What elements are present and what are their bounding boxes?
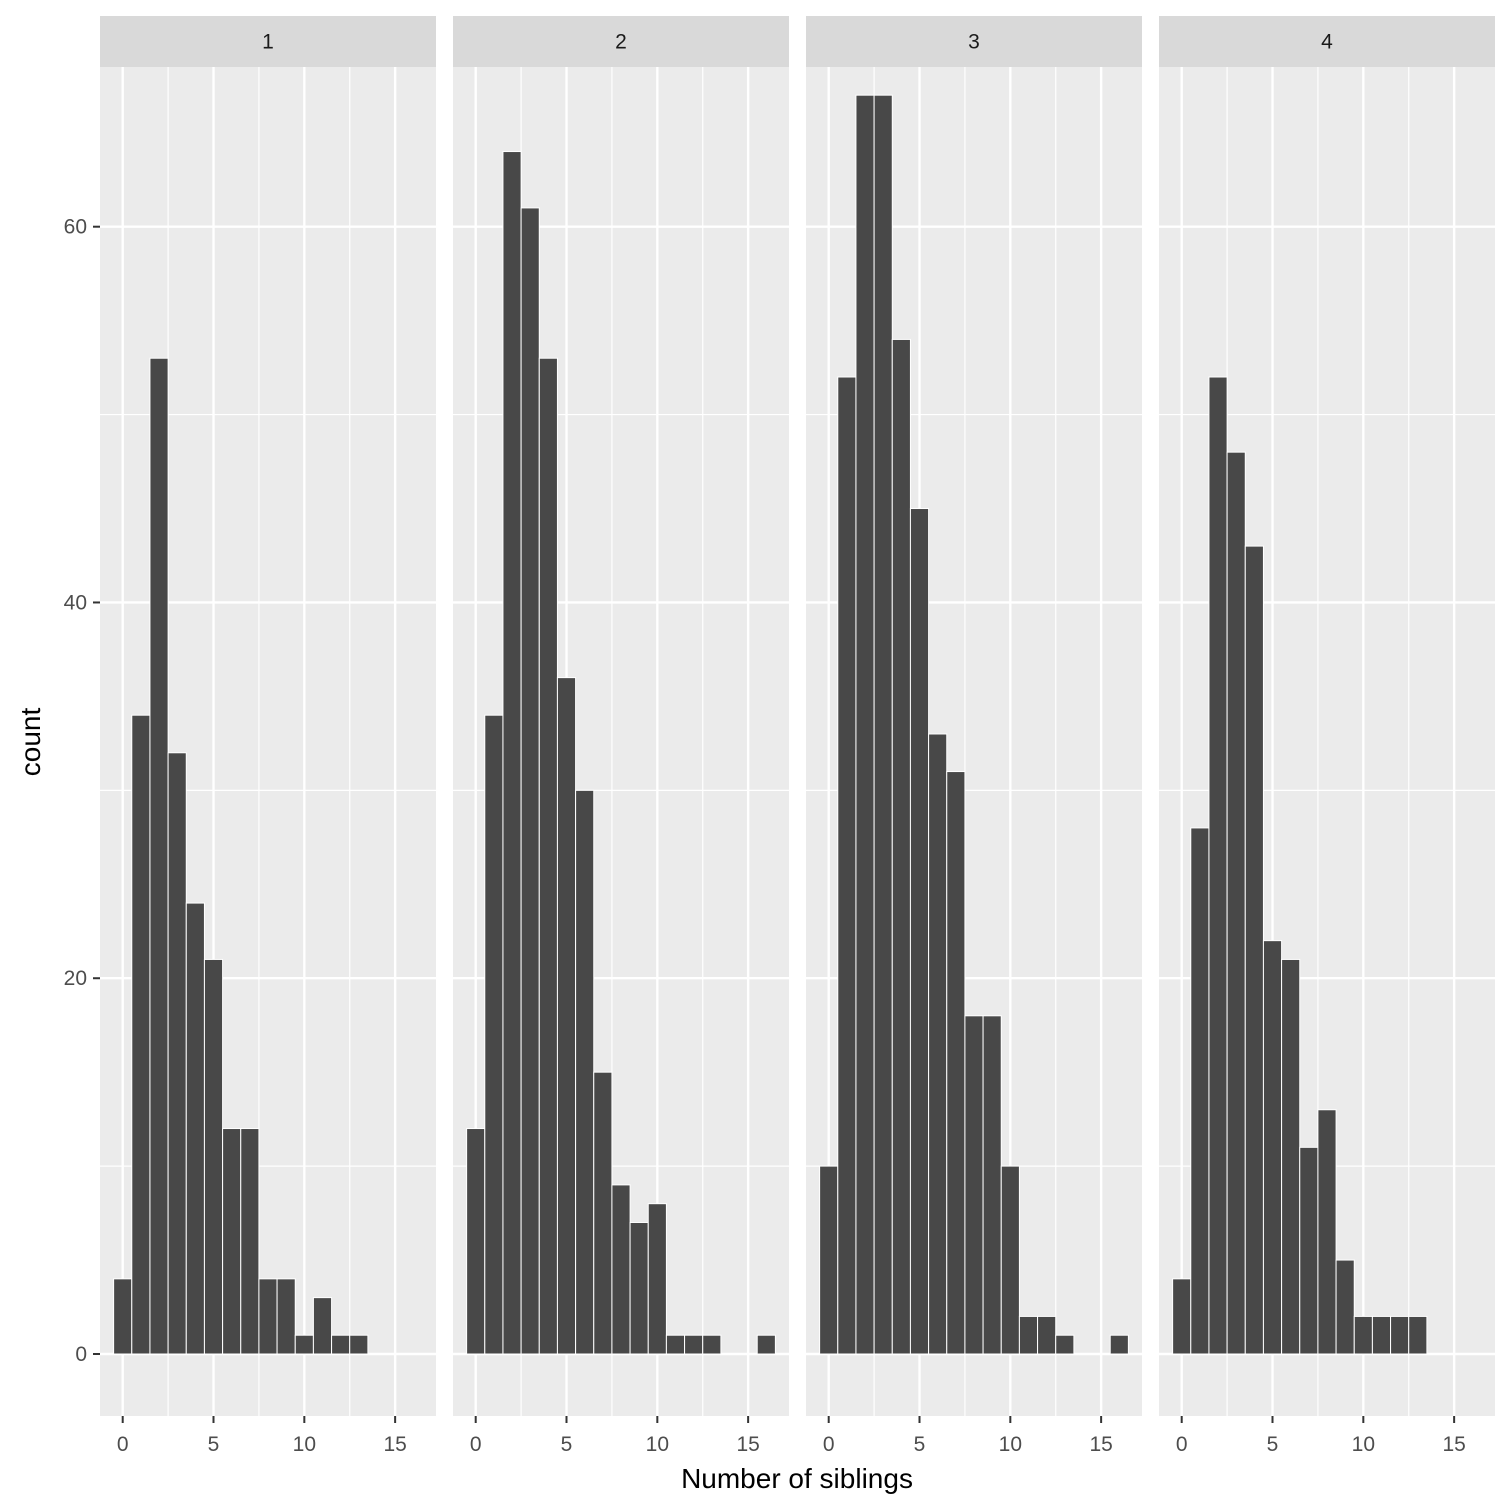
- histogram-bar: [294, 1334, 314, 1355]
- histogram-bar: [665, 1334, 686, 1355]
- x-tick-label: 5: [914, 1433, 926, 1456]
- histogram-bar: [1371, 1315, 1392, 1355]
- histogram-bar: [1317, 1109, 1337, 1355]
- histogram-bar: [538, 357, 558, 1355]
- histogram-bar: [1353, 1315, 1373, 1355]
- x-tick-label: 15: [383, 1433, 406, 1456]
- histogram-bar: [1390, 1315, 1410, 1355]
- histogram-bar: [1000, 1165, 1020, 1355]
- histogram-bar: [222, 1128, 242, 1355]
- facet-strip: [806, 16, 1142, 67]
- histogram-bar: [1244, 545, 1264, 1355]
- histogram-bar: [1281, 958, 1301, 1355]
- histogram-bar: [258, 1278, 278, 1355]
- y-axis: 0 20 40 60: [64, 216, 100, 1366]
- histogram-bar: [113, 1278, 133, 1355]
- facet-strip: [100, 16, 436, 67]
- histogram-bar: [502, 151, 522, 1355]
- histogram-bar: [964, 1015, 984, 1355]
- x-tick-label: 0: [1176, 1433, 1188, 1456]
- x-tick-label: 15: [736, 1433, 759, 1456]
- histogram-bar: [855, 94, 875, 1355]
- histogram-bar: [185, 902, 205, 1355]
- histogram-bar: [1037, 1315, 1057, 1355]
- histogram-bar: [312, 1297, 333, 1355]
- x-tick-label: 0: [823, 1433, 835, 1456]
- facet-panel-3: 3 0 5 10 15: [806, 16, 1142, 1456]
- histogram-bar: [928, 733, 948, 1355]
- facet-strip: [1159, 16, 1495, 67]
- x-tick-label: 10: [293, 1433, 316, 1456]
- facet-panel-1: 10 5 10 15: [100, 16, 436, 1456]
- x-tick-label: 0: [117, 1433, 129, 1456]
- histogram-bar: [520, 207, 540, 1355]
- y-tick-label: 20: [64, 967, 87, 990]
- x-axis-title: Number of siblings: [681, 1463, 913, 1494]
- histogram-bar: [1226, 451, 1246, 1355]
- y-axis-title: count: [15, 708, 46, 777]
- x-tick-label: 0: [470, 1433, 482, 1456]
- histogram-bar: [240, 1128, 260, 1355]
- histogram-bar: [131, 714, 151, 1355]
- histogram-bar: [484, 714, 504, 1355]
- y-tick-label: 0: [75, 1343, 87, 1366]
- histogram-bar: [837, 376, 857, 1355]
- histogram-bar: [1408, 1315, 1428, 1355]
- histogram-bar: [149, 357, 169, 1355]
- facet-strip-label: 3: [968, 31, 980, 54]
- histogram-bar: [556, 677, 577, 1355]
- histogram-bar: [331, 1334, 351, 1355]
- x-tick-label: 10: [646, 1433, 669, 1456]
- histogram-bar: [349, 1334, 369, 1355]
- histogram-bar: [647, 1203, 667, 1355]
- x-tick-label: 15: [1089, 1433, 1112, 1456]
- histogram-bar: [1262, 940, 1283, 1355]
- x-tick-label: 15: [1442, 1433, 1465, 1456]
- histogram-bar: [1055, 1334, 1075, 1355]
- facet-strip-label: 4: [1321, 31, 1333, 54]
- x-tick-label: 5: [1267, 1433, 1279, 1456]
- histogram-bar: [819, 1165, 839, 1355]
- histogram-bar: [982, 1015, 1002, 1355]
- y-tick-label: 40: [64, 591, 87, 614]
- x-tick-label: 5: [561, 1433, 573, 1456]
- histogram-bar: [1172, 1278, 1192, 1355]
- histogram-bar: [702, 1334, 722, 1355]
- histogram-bar: [593, 1071, 613, 1355]
- y-tick-label: 60: [64, 216, 87, 239]
- facet-strip: [453, 16, 789, 67]
- histogram-bar: [1018, 1315, 1039, 1355]
- histogram-bar: [1190, 827, 1210, 1355]
- histogram-bar: [1109, 1334, 1129, 1355]
- histogram-bar: [891, 338, 911, 1355]
- histogram-bar: [1335, 1259, 1355, 1355]
- histogram-bar: [1299, 1146, 1319, 1355]
- histogram-bar: [1208, 376, 1228, 1355]
- facet-strip-label: 1: [262, 31, 274, 54]
- histogram-bar: [946, 771, 966, 1355]
- histogram-bar: [873, 94, 893, 1355]
- histogram-bar: [276, 1278, 296, 1355]
- histogram-bar: [203, 958, 224, 1355]
- histogram-bar: [909, 508, 930, 1355]
- histogram-bar: [611, 1184, 631, 1355]
- x-tick-label: 10: [999, 1433, 1022, 1456]
- facet-panel-4: 4 0 5 10 15: [1159, 16, 1495, 1456]
- histogram-bar: [756, 1334, 776, 1355]
- histogram-bar: [575, 789, 595, 1355]
- x-tick-label: 5: [208, 1433, 220, 1456]
- facet-strip-label: 2: [615, 31, 627, 54]
- histogram-bar: [466, 1128, 486, 1355]
- facet-panel-2: 2 0 5 10 15: [453, 16, 789, 1456]
- x-tick-label: 10: [1352, 1433, 1375, 1456]
- histogram-bar: [684, 1334, 704, 1355]
- histogram-bar: [629, 1221, 649, 1355]
- histogram-bar: [167, 752, 187, 1355]
